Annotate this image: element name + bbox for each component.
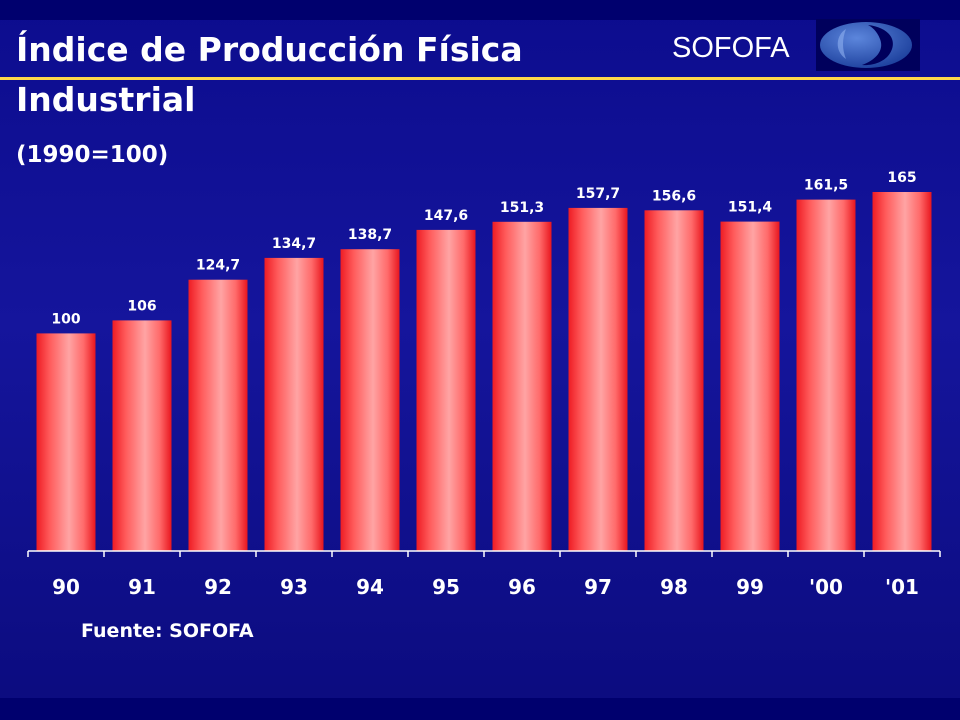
bar-96 bbox=[492, 221, 552, 552]
bar-90 bbox=[36, 333, 96, 551]
page-title-line-2: Industrial bbox=[16, 80, 196, 119]
category-label-94: 94 bbox=[356, 575, 384, 599]
bars-layer bbox=[36, 192, 932, 552]
value-labels: 100 106 124,7 134,7 138,7 147,6 151,3 157,7 156,… bbox=[51, 170, 916, 327]
category-label-91: 91 bbox=[128, 575, 156, 599]
category-label-98: 98 bbox=[660, 575, 688, 599]
bar-'00 bbox=[796, 199, 856, 551]
value-label-98: 156,6 bbox=[652, 188, 696, 204]
sofofa-logo-icon bbox=[820, 22, 912, 68]
value-label-91: 106 bbox=[127, 298, 156, 314]
title-divider bbox=[0, 77, 960, 80]
category-label-95: 95 bbox=[432, 575, 460, 599]
bar-91 bbox=[112, 320, 172, 551]
category-label-'01: '01 bbox=[885, 575, 919, 599]
category-labels: 90 91 92 93 94 95 96 97 98 99 '00 '01 bbox=[52, 575, 919, 599]
category-label-93: 93 bbox=[280, 575, 308, 599]
bar-94 bbox=[340, 249, 400, 551]
x-axis bbox=[27, 550, 941, 557]
brand-logo bbox=[816, 19, 920, 71]
top-band bbox=[0, 0, 960, 20]
category-label-96: 96 bbox=[508, 575, 536, 599]
bar-92 bbox=[188, 279, 248, 551]
category-label-99: 99 bbox=[736, 575, 764, 599]
bar-97 bbox=[568, 207, 628, 551]
category-label-97: 97 bbox=[584, 575, 612, 599]
bar-99 bbox=[720, 221, 780, 551]
brand-name: SOFOFA bbox=[672, 32, 790, 64]
value-label-95: 147,6 bbox=[424, 208, 468, 224]
bar-98 bbox=[644, 210, 704, 552]
page-title-line-1: Índice de Producción Física bbox=[16, 30, 523, 69]
category-label-'00: '00 bbox=[809, 575, 843, 599]
value-label-94: 138,7 bbox=[348, 227, 392, 243]
value-label-99: 151,4 bbox=[728, 200, 773, 216]
value-label-96: 151,3 bbox=[500, 200, 544, 216]
bar-95 bbox=[416, 229, 476, 551]
category-label-90: 90 bbox=[52, 575, 80, 599]
value-label-90: 100 bbox=[51, 311, 80, 327]
value-label-'00: 161,5 bbox=[804, 178, 848, 194]
source-note: Fuente: SOFOFA bbox=[81, 620, 254, 642]
value-label-92: 124,7 bbox=[196, 258, 240, 274]
bar-93 bbox=[264, 257, 324, 551]
value-label-97: 157,7 bbox=[576, 186, 620, 202]
chart-subtitle: (1990=100) bbox=[16, 142, 169, 168]
value-label-'01: 165 bbox=[887, 170, 916, 186]
category-label-92: 92 bbox=[204, 575, 232, 599]
value-label-93: 134,7 bbox=[272, 236, 316, 252]
bar-'01 bbox=[872, 192, 932, 551]
bottom-band bbox=[0, 698, 960, 720]
